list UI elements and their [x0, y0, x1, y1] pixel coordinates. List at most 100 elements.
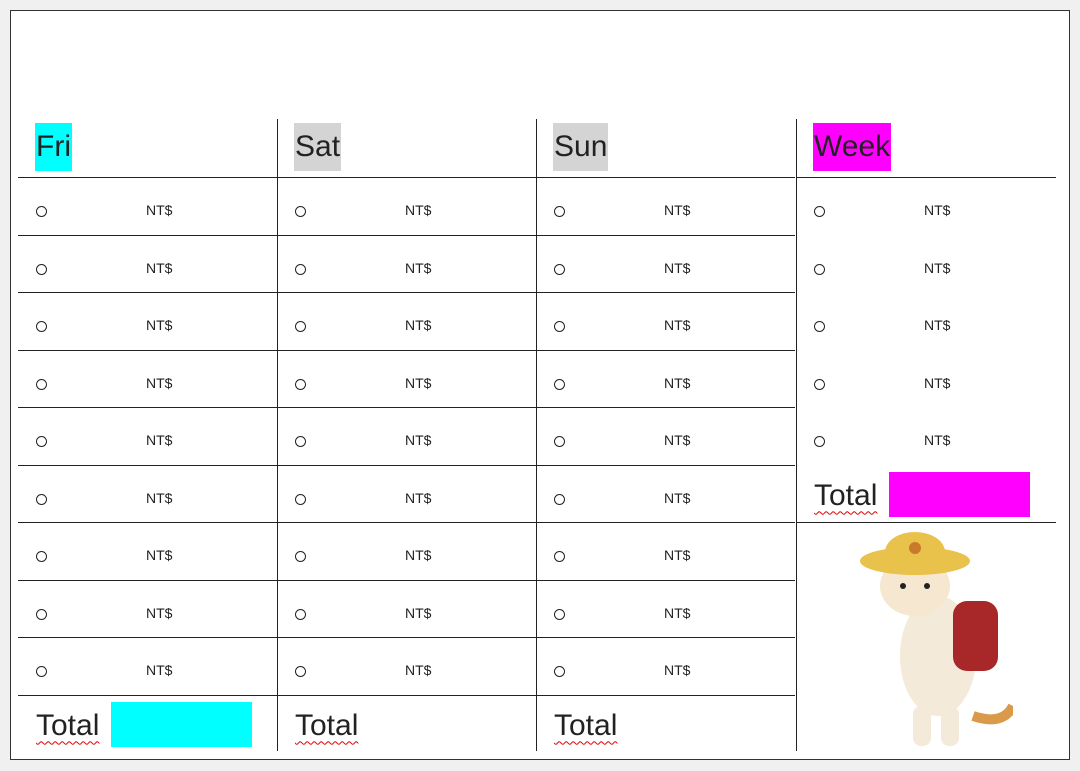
bullet [554, 493, 565, 505]
currency-label: NT$ [405, 202, 432, 218]
currency-label: NT$ [146, 604, 173, 621]
bullet [295, 378, 306, 390]
row-rule [18, 292, 277, 293]
bullet [814, 206, 825, 217]
bullet [295, 666, 306, 677]
currency-label: NT$ [405, 374, 432, 391]
row-rule [277, 694, 536, 696]
bullet [554, 551, 565, 562]
row-rule [536, 349, 795, 351]
currency-label: NT$ [664, 317, 691, 333]
total-label: Total [554, 708, 618, 742]
document-page: Fri NT$ NT$ NT$ NT$ NT$ NT$ NT$ NT$ NT$ Total Sat NT… [10, 10, 1070, 760]
column-divider [796, 119, 797, 751]
currency-label: NT$ [405, 547, 432, 563]
row-rule [277, 234, 536, 236]
bullet [295, 608, 306, 620]
row-rule [536, 464, 795, 466]
bullet [295, 493, 306, 505]
total-label: Total [814, 478, 878, 512]
bullet [814, 263, 825, 275]
bullet [295, 436, 306, 447]
bullet [554, 263, 565, 275]
bullet [36, 263, 47, 275]
currency-label: NT$ [405, 317, 432, 333]
total-highlight [111, 701, 252, 747]
bullet [814, 378, 825, 390]
bullet [36, 378, 47, 390]
bullet [36, 493, 47, 505]
currency-label: NT$ [146, 547, 173, 563]
bullet [554, 206, 565, 217]
row-rule [18, 637, 277, 638]
row-rule [277, 579, 536, 581]
currency-label: NT$ [405, 432, 432, 448]
row-rule [18, 464, 277, 466]
currency-label: NT$ [146, 374, 173, 391]
row-rule [277, 464, 536, 466]
row-rule [18, 522, 277, 523]
total-highlight [889, 471, 1030, 517]
row-rule [277, 407, 536, 408]
bullet [36, 551, 47, 562]
bullet [36, 436, 47, 447]
currency-label: NT$ [924, 374, 951, 391]
currency-label: NT$ [924, 202, 951, 218]
row-rule [536, 579, 795, 581]
bullet [814, 321, 825, 332]
row-rule [277, 522, 536, 523]
currency-label: NT$ [664, 259, 691, 276]
currency-label: NT$ [405, 489, 432, 506]
currency-label: NT$ [405, 259, 432, 276]
currency-label: NT$ [664, 432, 691, 448]
total-label: Total [36, 708, 100, 742]
currency-label: NT$ [146, 662, 173, 678]
bullet [36, 666, 47, 677]
total-label: Total [295, 708, 359, 742]
currency-label: NT$ [146, 259, 173, 276]
row-rule [18, 579, 277, 581]
currency-label: NT$ [146, 317, 173, 333]
row-rule [536, 522, 795, 523]
bullet [814, 436, 825, 447]
bullet [295, 321, 306, 332]
row-rule [18, 694, 277, 696]
row-rule [18, 234, 277, 236]
currency-label: NT$ [146, 202, 173, 218]
currency-label: NT$ [924, 259, 951, 276]
bullet [554, 321, 565, 332]
column-divider [277, 119, 278, 751]
currency-label: NT$ [664, 489, 691, 506]
currency-label: NT$ [146, 432, 173, 448]
day-header: Sun [553, 123, 609, 171]
day-header: Sat [294, 123, 342, 171]
bullet [36, 608, 47, 620]
row-rule [536, 637, 795, 638]
column-divider [536, 119, 537, 751]
day-header: Week [813, 123, 892, 171]
bullet [295, 206, 306, 217]
currency-label: NT$ [924, 317, 951, 333]
currency-label: NT$ [664, 547, 691, 563]
bullet [554, 436, 565, 447]
day-header: Fri [35, 123, 72, 171]
row-rule [277, 349, 536, 351]
header-rule [796, 177, 1056, 178]
bullet [295, 551, 306, 562]
row-rule [277, 637, 536, 638]
header-rule [277, 177, 536, 178]
bullet [554, 666, 565, 677]
row-rule [18, 349, 277, 351]
row-rule [796, 522, 1056, 523]
cat-illustration [860, 532, 1013, 746]
header-rule [536, 177, 795, 178]
currency-label: NT$ [664, 604, 691, 621]
row-rule [536, 694, 795, 696]
row-rule [277, 292, 536, 293]
row-rule [18, 407, 277, 408]
currency-label: NT$ [405, 662, 432, 678]
currency-label: NT$ [664, 662, 691, 678]
bullet [554, 378, 565, 390]
row-rule [536, 292, 795, 293]
currency-label: NT$ [664, 202, 691, 218]
